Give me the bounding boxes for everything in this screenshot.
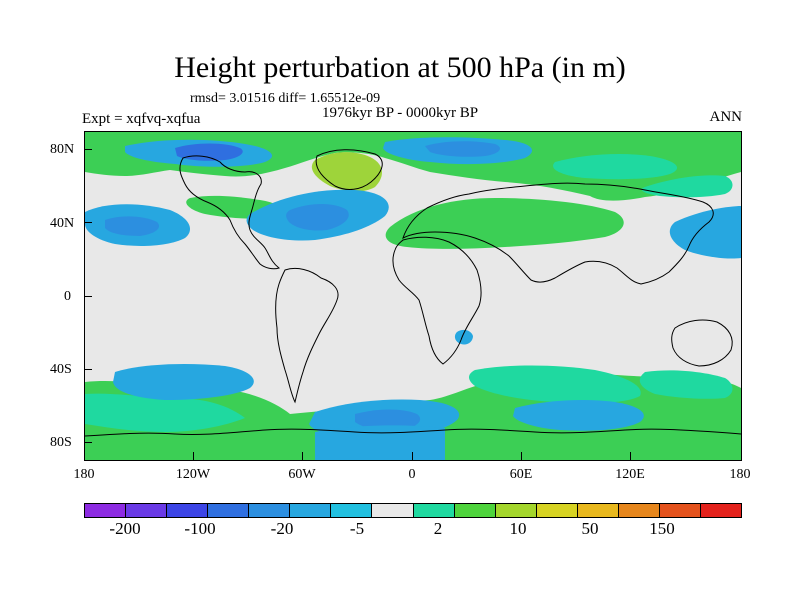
- lon-tick-0: [412, 452, 413, 460]
- colorbar-swatch-9: [454, 504, 496, 517]
- coastline-africa: [392, 236, 482, 365]
- lat-label-80s: 80S: [50, 435, 72, 450]
- period-label: 1976kyr BP - 0000kyr BP: [321, 105, 479, 121]
- lon-label-0: 0: [408, 467, 416, 482]
- coastline-eurasia: [402, 182, 714, 285]
- lat-tick-40s: [84, 369, 92, 370]
- coastline-south-america: [275, 267, 339, 404]
- colorbar-swatch-14: [659, 504, 701, 517]
- colorbar-swatch-3: [208, 504, 250, 517]
- lat-tick-40n: [84, 222, 92, 223]
- lat-label-80n: 80N: [50, 142, 75, 157]
- plot-title: Height perturbation at 500 hPa (in m): [174, 51, 626, 84]
- colorbar-label-50: 50: [581, 519, 599, 538]
- colorbar-swatch-0: [85, 504, 127, 517]
- lon-label-120w: 120W: [175, 467, 211, 482]
- colorbar-label-2: 2: [433, 519, 443, 538]
- lat-tick-80s: [84, 442, 92, 443]
- colorbar-label-neg5: -5: [349, 519, 365, 538]
- negative-madagascar: [454, 329, 473, 345]
- negative-aleutian-core: [105, 216, 160, 236]
- colorbar-swatch-5: [290, 504, 332, 517]
- lon-label-60e: 60E: [509, 467, 533, 482]
- colorbar: [84, 503, 742, 518]
- colorbar-swatch-8: [413, 504, 455, 517]
- negative-arctic-west-core: [175, 143, 243, 161]
- colorbar-swatch-2: [167, 504, 209, 517]
- lat-label-0: 0: [64, 289, 71, 304]
- colorbar-swatch-4: [249, 504, 291, 517]
- positive-southern-ocean-wide: [639, 370, 733, 399]
- negative-south-atlantic-core: [355, 409, 421, 431]
- negative-south-pacific: [113, 364, 254, 400]
- lon-tick-60w: [302, 452, 303, 460]
- coastline-greenland: [315, 149, 383, 190]
- colorbar-label-neg20: -20: [270, 519, 294, 538]
- experiment-label: Expt = xqfvq-xqfua: [82, 111, 201, 127]
- positive-kamchatka: [553, 154, 678, 180]
- lon-label-120e: 120E: [615, 467, 645, 482]
- colorbar-swatch-10: [495, 504, 537, 517]
- lat-tick-0: [84, 296, 92, 297]
- field-map: [85, 132, 741, 460]
- lon-label-180w: 180: [73, 467, 95, 482]
- colorbar-swatch-13: [618, 504, 660, 517]
- colorbar-swatch-7: [372, 504, 414, 517]
- lat-tick-80n: [84, 149, 92, 150]
- coastline-australia: [671, 319, 733, 367]
- positive-europe-asia: [385, 198, 624, 249]
- lat-label-40n: 40N: [50, 216, 75, 231]
- map-panel: [84, 131, 742, 461]
- colorbar-swatch-1: [126, 504, 168, 517]
- lon-tick-120w: [193, 452, 194, 460]
- colorbar-swatch-6: [331, 504, 373, 517]
- coastline-antarctica: [85, 428, 741, 437]
- coastlines: [85, 149, 741, 437]
- colorbar-label-neg100: -100: [184, 519, 216, 538]
- colorbar-swatch-15: [700, 504, 741, 517]
- positive-south-atlantic: [469, 365, 641, 404]
- lon-tick-120e: [630, 452, 631, 460]
- lon-label-60w: 60W: [288, 467, 316, 482]
- negative-north-pacific-east: [669, 206, 741, 259]
- positive-southern-cyan-band: [85, 393, 245, 432]
- colorbar-label-10: 10: [509, 519, 527, 538]
- negative-southern-indian: [513, 400, 644, 431]
- lat-label-40s: 40S: [50, 362, 72, 377]
- colorbar-label-neg200: -200: [109, 519, 141, 538]
- lon-tick-60e: [521, 452, 522, 460]
- negative-arctic-central-core: [425, 141, 500, 157]
- colorbar-swatch-11: [536, 504, 578, 517]
- negative-north-atlantic-core: [286, 204, 349, 231]
- coastline-north-america: [179, 155, 281, 270]
- colorbar-label-150: 150: [649, 519, 675, 538]
- positive-far-east-cyan: [641, 175, 733, 198]
- colorbar-swatch-12: [577, 504, 619, 517]
- season-label: ANN: [709, 109, 743, 125]
- negative-antarctic-strip: [315, 425, 445, 460]
- lon-label-180e: 180: [729, 467, 751, 482]
- stats-text: rmsd= 3.01516 diff= 1.65512e-09: [190, 91, 381, 106]
